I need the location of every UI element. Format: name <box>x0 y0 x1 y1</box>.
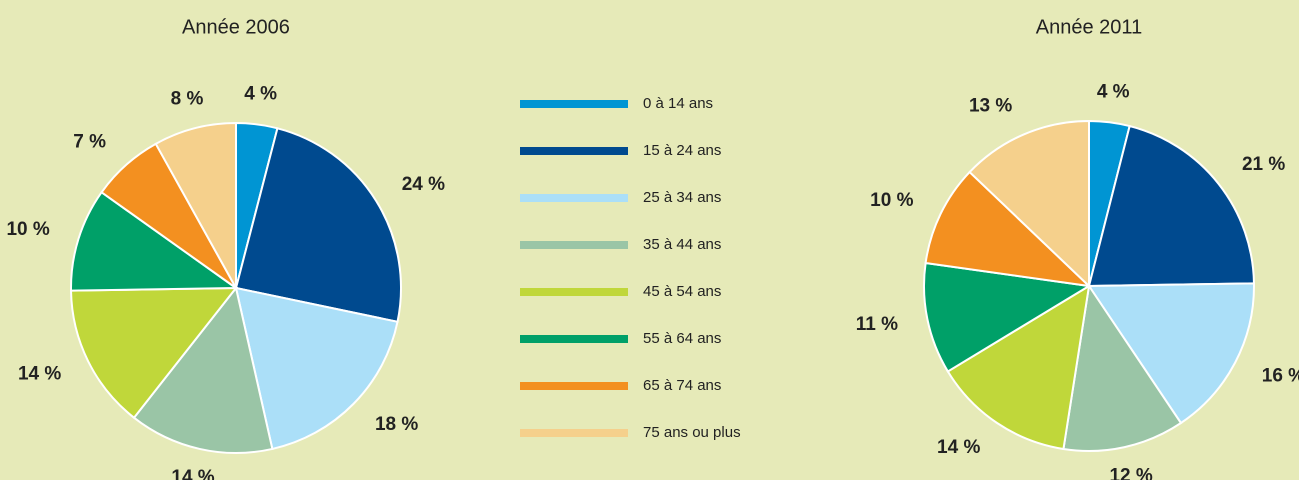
data-label: 14 % <box>18 364 61 385</box>
pie-slice <box>234 127 402 323</box>
legend-label: 25 à 34 ans <box>643 189 721 206</box>
pie-slice <box>946 284 1091 451</box>
pie-slice <box>923 261 1092 373</box>
legend-swatch <box>520 288 628 296</box>
pie-slice <box>924 170 1092 288</box>
legend-label: 35 à 44 ans <box>643 236 721 253</box>
data-label: 14 % <box>171 467 214 480</box>
legend-swatch <box>520 100 628 108</box>
legend-swatch <box>520 147 628 155</box>
pie-slice <box>154 121 237 292</box>
legend-label: 75 ans ou plus <box>643 424 741 441</box>
data-label: 14 % <box>937 437 980 458</box>
data-label: 8 % <box>171 88 204 109</box>
legend-swatch <box>520 194 628 202</box>
legend-swatch <box>520 429 628 437</box>
data-label: 12 % <box>1109 465 1152 480</box>
chart-title: Année 2006 <box>182 16 290 38</box>
pie-slice <box>132 285 274 454</box>
pie-slice <box>1062 283 1183 452</box>
data-label: 16 % <box>1262 365 1299 386</box>
data-label: 18 % <box>375 414 418 435</box>
legend-label: 65 à 74 ans <box>643 377 721 394</box>
legend-swatch <box>520 382 628 390</box>
pie-slice <box>1087 282 1255 425</box>
pie-slice <box>1087 124 1255 288</box>
legend-label: 15 à 24 ans <box>643 142 721 159</box>
legend-label: 55 à 64 ans <box>643 330 721 347</box>
data-label: 4 % <box>244 84 277 105</box>
pie-slice <box>234 286 399 451</box>
legend-label: 45 à 54 ans <box>643 283 721 300</box>
chart-title: Année 2011 <box>1036 16 1142 38</box>
legend-swatch <box>520 241 628 249</box>
data-label: 21 % <box>1242 154 1285 175</box>
data-label: 11 % <box>856 314 898 335</box>
data-label: 13 % <box>969 96 1012 117</box>
legend-swatch <box>520 335 628 343</box>
data-label: 24 % <box>402 174 445 195</box>
data-label: 10 % <box>870 190 913 211</box>
data-label: 4 % <box>1097 82 1130 103</box>
pie-slice <box>70 286 239 420</box>
legend-label: 0 à 14 ans <box>643 95 713 112</box>
data-label: 7 % <box>73 132 106 153</box>
data-label: 10 % <box>6 219 49 240</box>
pie-slice <box>968 119 1090 289</box>
pie-slice <box>70 190 240 292</box>
